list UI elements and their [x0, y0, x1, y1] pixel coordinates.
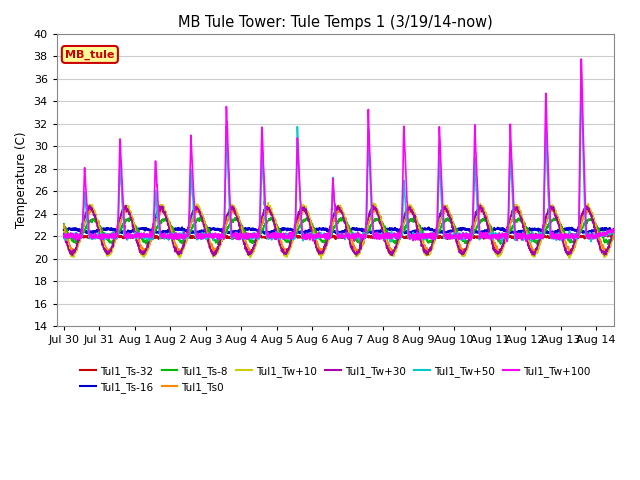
Legend: Tul1_Ts-32, Tul1_Ts-16, Tul1_Ts-8, Tul1_Ts0, Tul1_Tw+10, Tul1_Tw+30, Tul1_Tw+50,: Tul1_Ts-32, Tul1_Ts-16, Tul1_Ts-8, Tul1_…	[76, 361, 595, 397]
Title: MB Tule Tower: Tule Temps 1 (3/19/14-now): MB Tule Tower: Tule Temps 1 (3/19/14-now…	[178, 15, 493, 30]
Text: MB_tule: MB_tule	[65, 49, 115, 60]
Y-axis label: Temperature (C): Temperature (C)	[15, 132, 28, 228]
